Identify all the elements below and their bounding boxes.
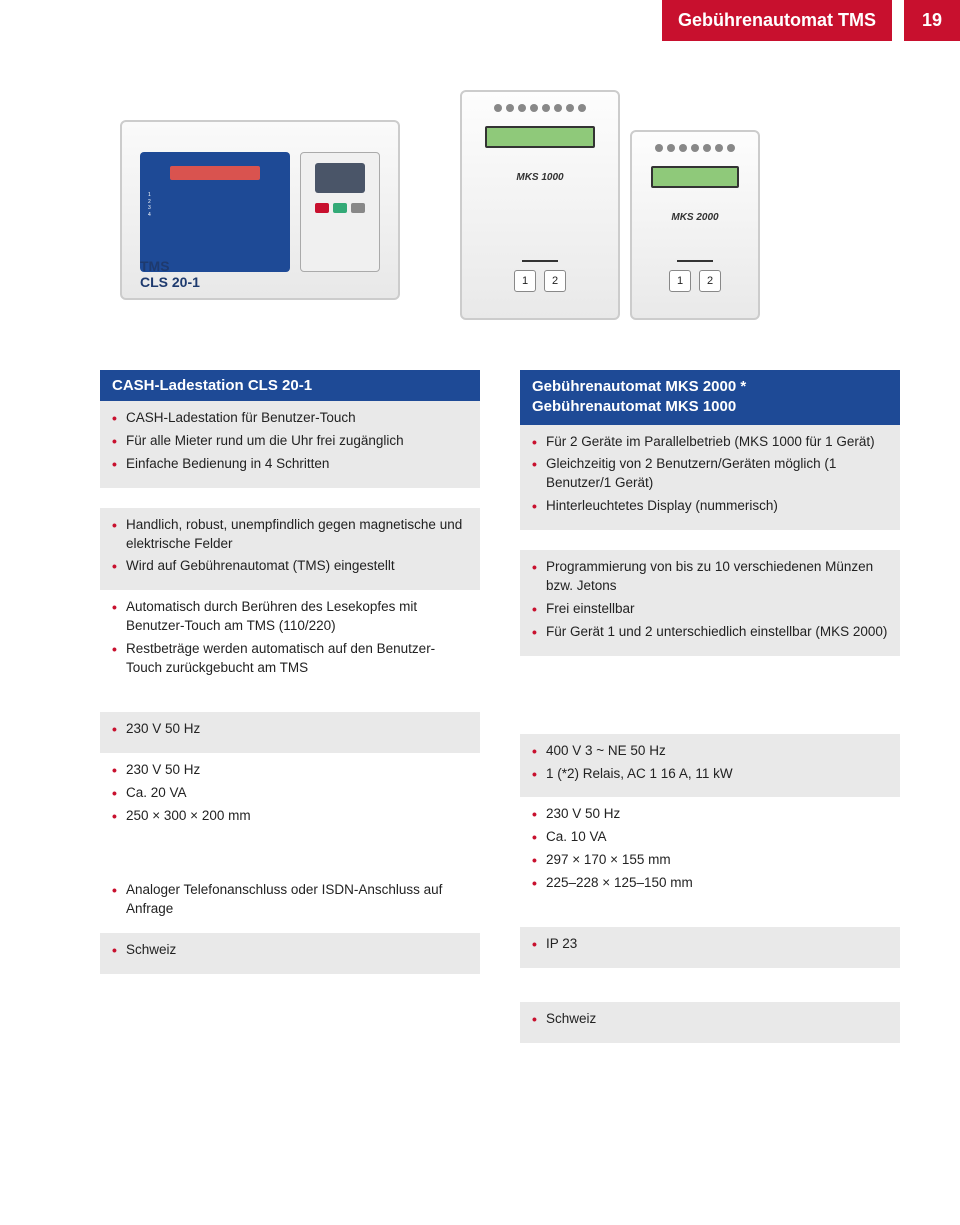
spec-item: 230 V 50 Hz (112, 761, 468, 780)
device-mks-illustration: MKS 1000 12 MKS 2000 12 (460, 90, 760, 320)
spec-item: Für Gerät 1 und 2 unterschiedlich einste… (532, 623, 888, 642)
page-header: Gebührenautomat TMS 19 (662, 0, 960, 41)
spec-item: 230 V 50 Hz (532, 805, 888, 824)
spec-item: Wird auf Gebührenautomat (TMS) eingestel… (112, 557, 468, 576)
right-block-3b: 230 V 50 Hz Ca. 10 VA 297 × 170 × 155 mm 22… (520, 797, 900, 907)
spec-item: Ca. 10 VA (532, 828, 888, 847)
left-block-3a: 230 V 50 Hz (100, 712, 480, 753)
spec-item: Hinterleuchtetes Display (nummerisch) (532, 497, 888, 516)
spec-item: Automatisch durch Berühren des Lesekopfe… (112, 598, 468, 636)
spec-item: 297 × 170 × 155 mm (532, 851, 888, 870)
spec-item: 225–228 × 125–150 mm (532, 874, 888, 893)
right-column: Gebührenautomat MKS 2000 *Gebührenautoma… (520, 370, 900, 1063)
right-title: Gebührenautomat MKS 2000 *Gebührenautoma… (520, 370, 900, 425)
spec-item: Für alle Mieter rund um die Uhr frei zug… (112, 432, 468, 451)
header-page-number: 19 (904, 0, 960, 41)
spec-item: Für 2 Geräte im Parallelbetrieb (MKS 100… (532, 433, 888, 452)
left-title: CASH-Ladestation CLS 20-1 (100, 370, 480, 401)
spec-item: CASH-Ladestation für Benutzer-Touch (112, 409, 468, 428)
spec-item: Analoger Telefonanschluss oder ISDN-Ansc… (112, 881, 468, 919)
spec-item: Ca. 20 VA (112, 784, 468, 803)
left-block-4b: Schweiz (100, 933, 480, 974)
spec-item: Schweiz (112, 941, 468, 960)
spec-item: 250 × 300 × 200 mm (112, 807, 468, 826)
spec-item: 230 V 50 Hz (112, 720, 468, 739)
spec-item: Frei einstellbar (532, 600, 888, 619)
mks1000-label: MKS 1000 (516, 172, 563, 183)
right-block-3a: 400 V 3 ~ NE 50 Hz 1 (*2) Relais, AC 1 16… (520, 734, 900, 798)
spec-columns: CASH-Ladestation CLS 20-1 CASH-Ladestati… (100, 370, 900, 1063)
spec-item: Gleichzeitig von 2 Benutzern/Geräten mög… (532, 455, 888, 493)
mks2000-label: MKS 2000 (671, 212, 718, 223)
left-block-2b: Automatisch durch Berühren des Lesekopfe… (100, 590, 480, 692)
spec-item: Schweiz (532, 1010, 888, 1029)
left-block-4a: Analoger Telefonanschluss oder ISDN-Ansc… (100, 873, 480, 933)
left-block-1: CASH-Ladestation für Benutzer-Touch Für a… (100, 401, 480, 488)
spec-item: 400 V 3 ~ NE 50 Hz (532, 742, 888, 761)
spec-item: Restbeträge werden automatisch auf den B… (112, 640, 468, 678)
right-block-4b: Schweiz (520, 1002, 900, 1043)
cls-device-label: TMSCLS 20-1 (140, 259, 200, 290)
spec-item: 1 (*2) Relais, AC 1 16 A, 11 kW (532, 765, 888, 784)
spec-item: Handlich, robust, unempfindlich gegen ma… (112, 516, 468, 554)
spec-item: IP 23 (532, 935, 888, 954)
header-title: Gebührenautomat TMS (662, 0, 892, 41)
spec-item: Programmierung von bis zu 10 verschieden… (532, 558, 888, 596)
left-column: CASH-Ladestation CLS 20-1 CASH-Ladestati… (100, 370, 480, 1063)
left-block-3b: 230 V 50 Hz Ca. 20 VA 250 × 300 × 200 mm (100, 753, 480, 840)
device-cls-illustration: 1234 TMSCLS 20-1 (120, 120, 400, 320)
product-image-row: 1234 TMSCLS 20-1 MKS 1000 12 MKS 2000 12 (120, 90, 760, 320)
left-block-2a: Handlich, robust, unempfindlich gegen ma… (100, 508, 480, 591)
right-block-4a: IP 23 (520, 927, 900, 968)
right-block-2a: Programmierung von bis zu 10 verschieden… (520, 550, 900, 656)
spec-item: Einfache Bedienung in 4 Schritten (112, 455, 468, 474)
right-block-1: Für 2 Geräte im Parallelbetrieb (MKS 100… (520, 425, 900, 531)
